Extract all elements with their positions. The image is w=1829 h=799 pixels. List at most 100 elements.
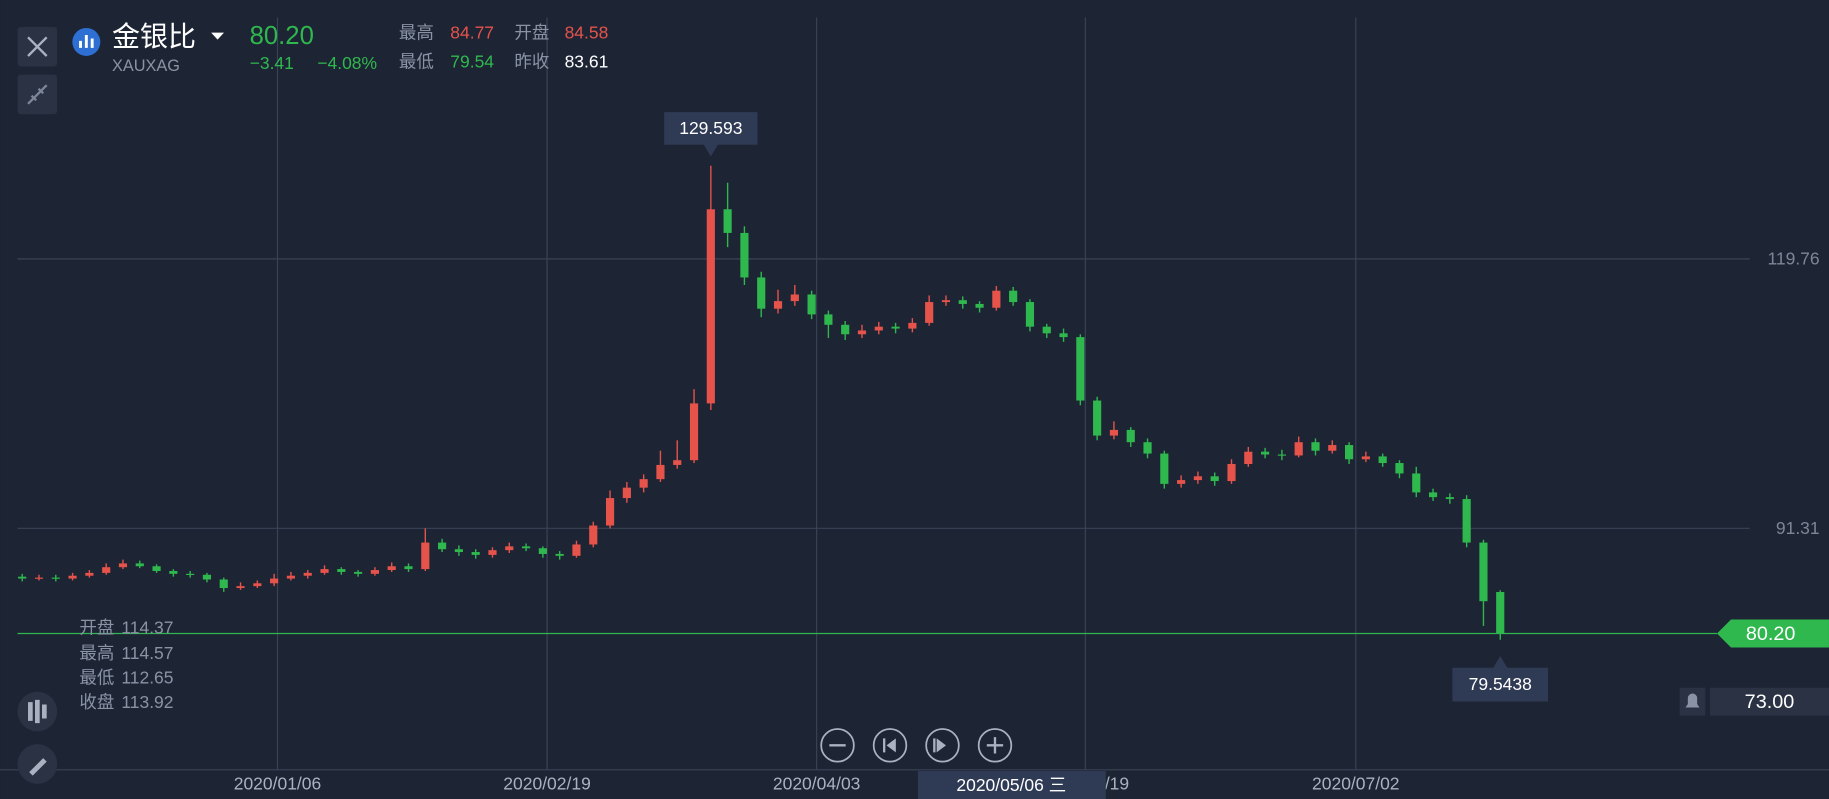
candle-body — [538, 548, 547, 554]
candle-body — [975, 303, 984, 308]
candle-body — [1445, 497, 1454, 500]
candle-body — [841, 324, 850, 335]
ohlc-label: 最高 — [79, 643, 114, 663]
price-change-pct: −4.08% — [317, 53, 377, 73]
candle-body — [1479, 542, 1488, 602]
candle-body — [1412, 473, 1421, 493]
last-price: 80.20 — [250, 22, 314, 50]
y-tick-label: 119.76 — [1767, 249, 1819, 269]
candle-body — [387, 566, 396, 571]
candle-body — [1277, 454, 1286, 456]
candle-body — [1210, 476, 1219, 482]
candle-body — [1227, 463, 1236, 482]
candle-body — [236, 586, 245, 589]
candle-body — [992, 290, 1001, 308]
stat-label: 最低 — [399, 52, 434, 72]
ohlc-value: 112.65 — [121, 667, 173, 687]
x-tick-label: 2020/04/03 — [773, 774, 861, 794]
candle-body — [202, 574, 212, 580]
candle-body — [51, 577, 60, 579]
candle-body — [354, 571, 363, 574]
candle-body — [404, 566, 413, 570]
candle-body — [454, 549, 463, 553]
current-price-label: 80.20 — [1746, 623, 1796, 645]
stat-label: 开盘 — [514, 22, 549, 42]
candle-body — [639, 479, 648, 488]
candle-body — [773, 301, 783, 309]
ohlc-label: 最低 — [79, 667, 114, 687]
candle-body — [1177, 480, 1186, 484]
candle-body — [740, 232, 749, 278]
candle-body — [1244, 451, 1253, 464]
candle-body — [941, 300, 951, 303]
draw-button[interactable] — [17, 744, 58, 784]
current-price-tag — [1716, 619, 1829, 648]
candle-body — [589, 525, 598, 545]
close-icon — [27, 36, 48, 57]
candle-body — [253, 583, 262, 587]
candle-body — [891, 326, 900, 329]
price-change: −3.41 — [250, 53, 294, 73]
candle-body — [1009, 290, 1018, 303]
candle-body — [1261, 451, 1270, 455]
candle-body — [68, 575, 77, 579]
candle-body — [521, 546, 531, 549]
candle-body — [118, 563, 128, 568]
max-tooltip — [664, 112, 758, 157]
stat-value: 83.61 — [565, 52, 609, 72]
candle-body — [572, 544, 581, 556]
candle-body — [438, 542, 447, 550]
alert-price-label: 73.00 — [1745, 691, 1795, 713]
candle-body — [807, 294, 816, 315]
candle-body — [320, 569, 329, 573]
candle-body — [622, 487, 631, 499]
ohlc-value: 114.57 — [121, 643, 173, 663]
candle-body — [1076, 337, 1085, 401]
candle-body — [958, 300, 967, 304]
stat-label: 最高 — [399, 22, 434, 42]
stat-value: 84.58 — [565, 22, 609, 42]
candle-body — [857, 330, 867, 335]
candle-body — [1109, 429, 1119, 436]
candle-body — [1462, 499, 1471, 543]
symbol-dropdown[interactable] — [211, 32, 224, 40]
candle-body — [286, 575, 296, 579]
ohlc-value: 113.92 — [121, 692, 173, 712]
candle-body — [34, 577, 44, 579]
alert-price-box — [1710, 687, 1829, 716]
candle-body — [421, 542, 430, 570]
candle-body — [1126, 429, 1135, 443]
candle-body — [723, 209, 732, 233]
alert-bell — [1685, 693, 1700, 708]
candle-body — [1395, 463, 1404, 474]
candle-body — [85, 572, 94, 576]
candle-body — [1025, 302, 1035, 327]
candle-body — [874, 326, 883, 331]
candle-body — [303, 572, 312, 576]
candle-body — [1328, 445, 1337, 451]
stat-value: 79.54 — [450, 52, 494, 72]
candle-body — [18, 576, 27, 579]
candle-body — [656, 464, 665, 480]
candle-body — [169, 570, 178, 574]
candle-body — [1428, 492, 1438, 498]
candle-body — [488, 550, 497, 555]
candle-body — [673, 460, 682, 465]
candle-body — [757, 277, 766, 309]
candle-body — [1093, 400, 1102, 436]
candle-body — [1294, 442, 1303, 456]
crosshair-date: 2020/05/06 三 — [956, 775, 1066, 795]
symbol-code: XAUXAG — [112, 57, 180, 75]
candle-body — [925, 302, 934, 323]
ohlc-label: 收盘 — [79, 692, 114, 712]
x-tick-label: 2020/01/06 — [234, 774, 322, 794]
candle-body — [555, 553, 564, 556]
crosshair-date-box — [917, 771, 1106, 799]
stat-label: 昨收 — [514, 52, 549, 72]
min-tooltip — [1452, 656, 1549, 702]
candle-body — [1160, 453, 1169, 484]
candle-body — [1059, 333, 1068, 338]
candle-body — [1361, 456, 1370, 460]
